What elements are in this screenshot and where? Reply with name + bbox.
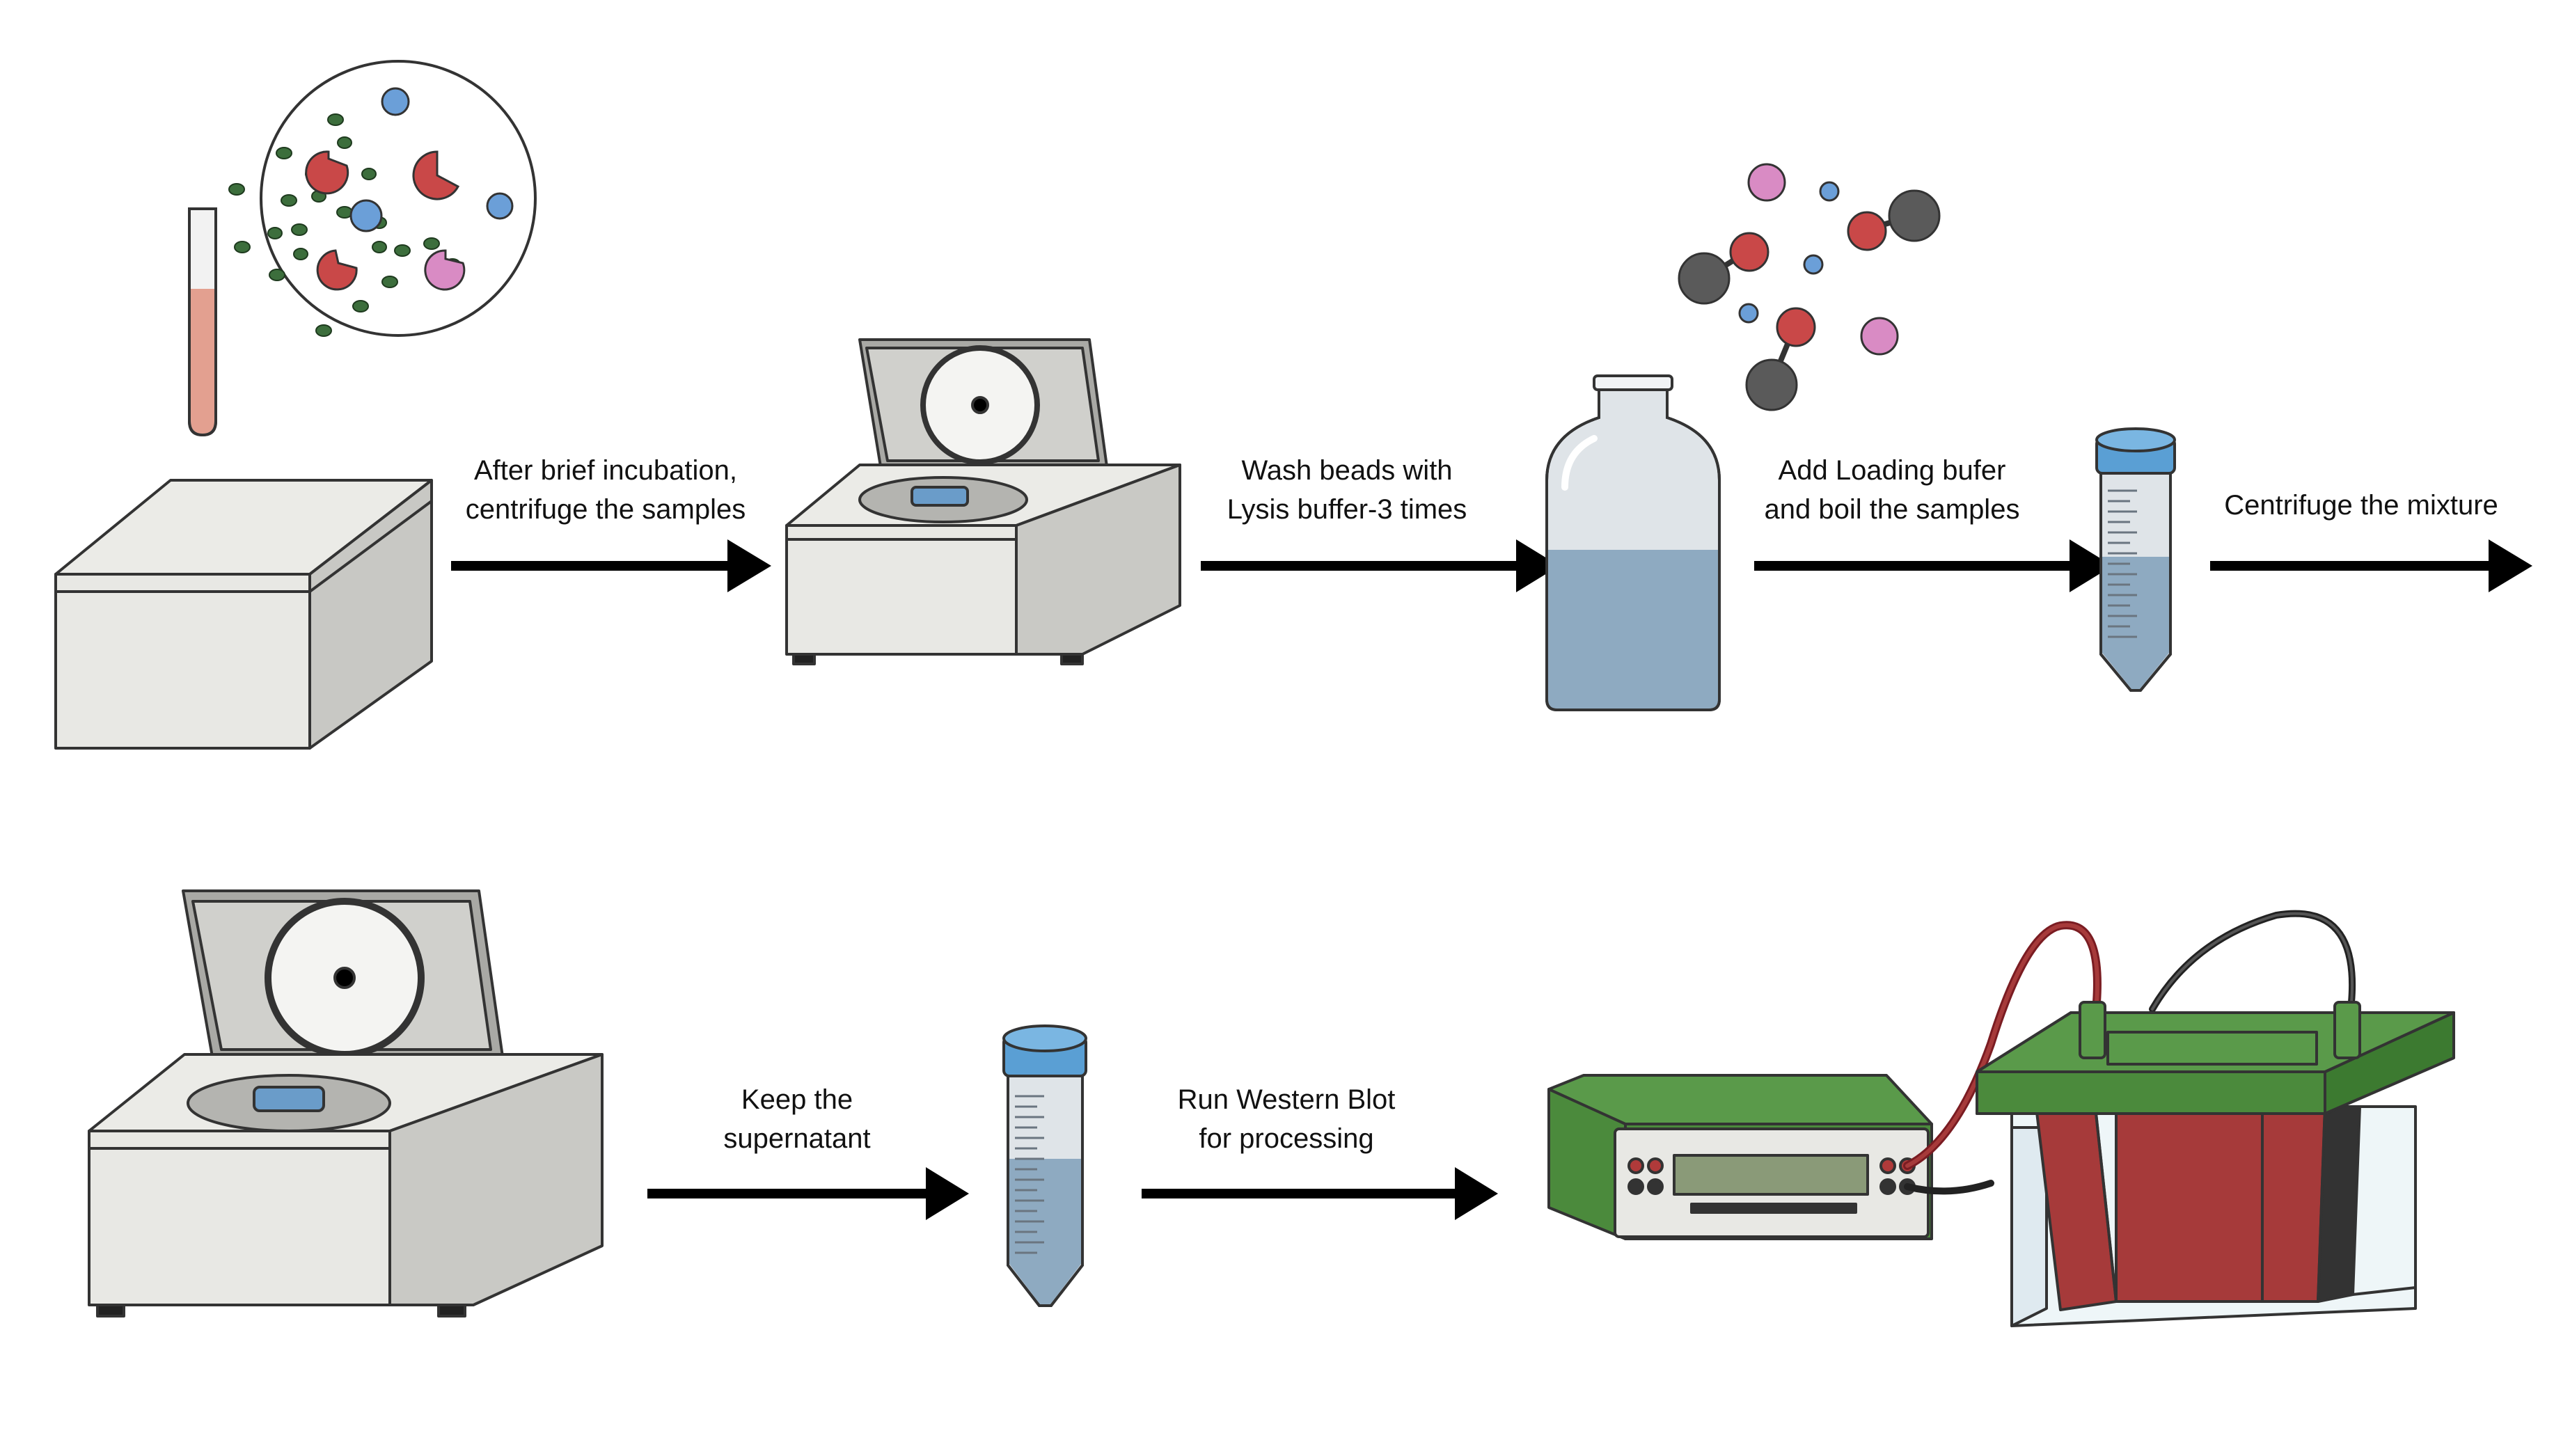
arrow-1 (451, 539, 771, 592)
step-label-2-line2: Lysis buffer-3 times (1227, 494, 1467, 525)
step-label-5: Keep the supernatant (723, 1080, 870, 1158)
green-particles (228, 113, 461, 337)
step-label-4: Centrifuge the mixture (2224, 486, 2498, 525)
arrow-5 (647, 1167, 969, 1220)
step-label-6-line2: for processing (1199, 1123, 1374, 1154)
step-label-1-line1: After brief incubation, (473, 455, 737, 486)
centrifuge-small (785, 338, 1181, 665)
step-label-3-line2: and boil the samples (1764, 494, 2020, 525)
step-label-1-line2: centrifuge the samples (465, 494, 746, 525)
step-label-3-line1: Add Loading bufer (1778, 455, 2006, 486)
step-label-6-line1: Run Western Blot (1177, 1084, 1396, 1115)
falcon-tube-1 (2095, 427, 2176, 692)
step-label-5-line2: supernatant (723, 1123, 871, 1154)
power-supply (1547, 1074, 1933, 1240)
step-label-2-line1: Wash beads with (1241, 455, 1453, 486)
wash-buffer-bottle (1545, 374, 1721, 711)
arrow-2 (1201, 539, 1559, 592)
arrow-6 (1142, 1167, 1498, 1220)
step-label-4-line1: Centrifuge the mixture (2224, 490, 2498, 521)
arrow-4 (2210, 539, 2532, 592)
pink-bead (424, 249, 466, 291)
step-label-1: After brief incubation, centrifuge the s… (466, 451, 746, 529)
arrow-3 (1754, 539, 2113, 592)
loading-buffer-molecules (1678, 163, 1941, 411)
step-label-6: Run Western Blot for processing (1178, 1080, 1396, 1158)
step-label-2: Wash beads with Lysis buffer-3 times (1227, 451, 1467, 529)
electrode-cables (1903, 910, 2356, 1195)
centrifuge-large (88, 889, 604, 1317)
step-label-3: Add Loading bufer and boil the samples (1765, 451, 2020, 529)
test-tube (188, 207, 217, 437)
falcon-tube-2 (1002, 1024, 1087, 1307)
incubation-box (54, 479, 433, 750)
red-antibody-beads (305, 150, 460, 291)
blue-proteins (349, 87, 514, 232)
electrophoresis-tank (1976, 1001, 2455, 1327)
step-label-5-line1: Keep the (741, 1084, 853, 1115)
